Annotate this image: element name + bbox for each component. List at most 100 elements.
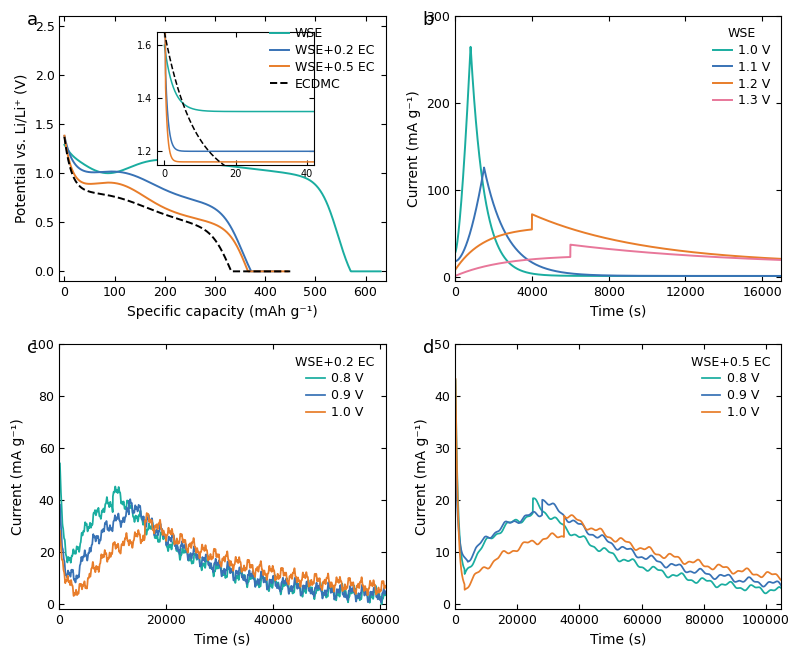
- 1.1 V: [450, 257, 460, 265]
- 1.0 V: [380, 583, 390, 591]
- 0.8 V: [380, 589, 390, 597]
- 1.2 V: [776, 255, 785, 263]
- 1.0 V: [69, 592, 79, 600]
- Line: 1.0 V: 1.0 V: [60, 513, 385, 596]
- WSE: [375, 267, 385, 275]
- WSE+0.2 EC: [275, 267, 285, 275]
- Line: 0.8 V: 0.8 V: [60, 463, 385, 604]
- 1.0 V: [205, 553, 214, 561]
- 0.8 V: [450, 376, 460, 384]
- Legend: WSE, WSE+0.2 EC, WSE+0.5 EC, ECDMC: WSE, WSE+0.2 EC, WSE+0.5 EC, ECDMC: [265, 22, 379, 95]
- 0.8 V: [71, 543, 81, 551]
- WSE: [273, 168, 282, 176]
- WSE: [59, 141, 69, 149]
- X-axis label: Specific capacity (mAh g⁻¹): Specific capacity (mAh g⁻¹): [127, 305, 318, 318]
- 1.2 V: [735, 253, 744, 261]
- 1.0 V: [735, 272, 744, 280]
- Legend: 0.8 V, 0.9 V, 1.0 V: 0.8 V, 0.9 V, 1.0 V: [685, 351, 774, 424]
- Text: c: c: [26, 339, 37, 357]
- 0.9 V: [380, 588, 390, 595]
- 1.1 V: [769, 272, 779, 280]
- 0.8 V: [707, 578, 716, 586]
- WSE+0.2 EC: [246, 267, 256, 275]
- 1.0 V: [311, 573, 321, 581]
- 0.9 V: [371, 592, 380, 600]
- 1.0 V: [589, 272, 598, 280]
- 0.8 V: [600, 544, 610, 552]
- Line: 1.3 V: 1.3 V: [455, 245, 780, 276]
- Line: 0.9 V: 0.9 V: [60, 499, 385, 602]
- 0.8 V: [467, 561, 476, 569]
- Line: WSE: WSE: [64, 145, 380, 271]
- 1.0 V: [460, 586, 469, 594]
- 1.1 V: [487, 197, 496, 205]
- 0.9 V: [758, 583, 768, 591]
- 1.0 V: [450, 249, 460, 257]
- Line: 1.0 V: 1.0 V: [455, 47, 780, 276]
- 1.0 V: [506, 261, 516, 269]
- 0.8 V: [767, 586, 776, 594]
- WSE+0.2 EC: [98, 168, 107, 176]
- 0.9 V: [609, 542, 618, 550]
- 1.1 V: [506, 240, 516, 247]
- WSE: [346, 267, 355, 275]
- ECDMC: [210, 236, 220, 244]
- WSE: [339, 251, 349, 259]
- WSE+0.5 EC: [191, 215, 200, 222]
- 0.9 V: [371, 593, 381, 601]
- WSE+0.5 EC: [160, 205, 170, 213]
- Text: b: b: [422, 11, 434, 29]
- WSE+0.5 EC: [117, 181, 127, 189]
- Line: WSE+0.2 EC: WSE+0.2 EC: [64, 136, 280, 271]
- 0.9 V: [71, 572, 81, 580]
- 0.9 V: [600, 534, 610, 542]
- Text: a: a: [26, 11, 38, 29]
- 1.0 V: [371, 590, 381, 597]
- WSE+0.2 EC: [59, 132, 69, 140]
- Line: WSE+0.5 EC: WSE+0.5 EC: [64, 136, 287, 271]
- 0.9 V: [125, 495, 135, 503]
- 0.9 V: [450, 454, 460, 462]
- 0.8 V: [766, 586, 776, 594]
- 1.0 V: [72, 590, 82, 598]
- 0.9 V: [55, 501, 65, 509]
- 0.9 V: [213, 561, 223, 569]
- 1.1 V: [589, 271, 598, 279]
- 1.3 V: [776, 256, 785, 264]
- 0.9 V: [776, 582, 785, 590]
- 0.8 V: [311, 586, 321, 594]
- 1.0 V: [600, 532, 610, 540]
- 0.8 V: [205, 561, 214, 569]
- Y-axis label: Current (mA g⁻¹): Current (mA g⁻¹): [11, 418, 25, 536]
- 1.0 V: [487, 227, 496, 235]
- 1.0 V: [609, 538, 618, 545]
- X-axis label: Time (s): Time (s): [194, 633, 250, 647]
- 1.0 V: [55, 527, 65, 535]
- 1.3 V: [589, 243, 598, 251]
- 0.9 V: [767, 579, 776, 587]
- Legend: 0.8 V, 0.9 V, 1.0 V: 0.8 V, 0.9 V, 1.0 V: [290, 351, 379, 424]
- WSE+0.5 EC: [243, 267, 253, 275]
- 1.0 V: [450, 375, 460, 383]
- 0.9 V: [376, 598, 386, 606]
- 1.3 V: [450, 272, 460, 280]
- Legend: 1.0 V, 1.1 V, 1.2 V, 1.3 V: 1.0 V, 1.1 V, 1.2 V, 1.3 V: [707, 22, 774, 113]
- WSE: [312, 183, 322, 191]
- 1.2 V: [450, 266, 460, 274]
- WSE+0.2 EC: [204, 201, 213, 209]
- Text: d: d: [422, 339, 433, 357]
- 0.9 V: [467, 553, 476, 561]
- 0.8 V: [609, 550, 618, 558]
- ECDMC: [59, 133, 69, 141]
- 0.9 V: [766, 579, 776, 587]
- Line: 0.8 V: 0.8 V: [455, 380, 780, 594]
- 1.0 V: [707, 565, 716, 573]
- ECDMC: [285, 267, 294, 275]
- 1.1 V: [735, 272, 744, 280]
- WSE+0.2 EC: [115, 168, 124, 176]
- 0.9 V: [311, 579, 321, 587]
- Y-axis label: Current (mA g⁻¹): Current (mA g⁻¹): [407, 90, 420, 207]
- WSE+0.2 EC: [222, 216, 232, 224]
- ECDMC: [99, 191, 109, 199]
- 0.8 V: [759, 590, 769, 597]
